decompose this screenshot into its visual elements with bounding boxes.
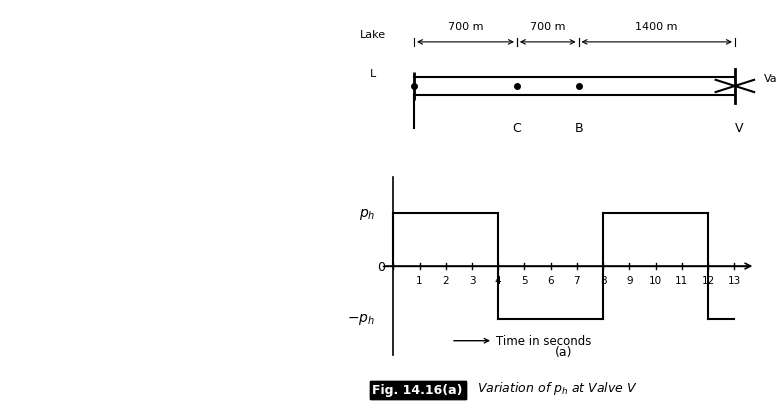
Text: C: C (512, 121, 521, 134)
Text: B: B (574, 121, 583, 134)
Text: Lake: Lake (360, 30, 386, 40)
Text: 700 m: 700 m (530, 22, 566, 32)
Text: 8: 8 (600, 276, 607, 286)
Text: Variation of $p_h$ at Valve $V$: Variation of $p_h$ at Valve $V$ (477, 380, 638, 396)
Text: Fig. 14.16(a): Fig. 14.16(a) (372, 384, 463, 396)
Text: 7: 7 (573, 276, 580, 286)
Text: V: V (735, 121, 743, 134)
Text: 3: 3 (469, 276, 476, 286)
Text: 4: 4 (495, 276, 501, 286)
Text: Fig. 14.16(a): Fig. 14.16(a) (372, 384, 463, 396)
Text: 700 m: 700 m (448, 22, 483, 32)
Text: L: L (370, 69, 376, 79)
Text: 12: 12 (702, 276, 715, 286)
Text: Valve: Valve (764, 74, 776, 84)
Text: Time in seconds: Time in seconds (496, 335, 591, 347)
Text: 0: 0 (377, 260, 386, 273)
Text: 9: 9 (626, 276, 632, 286)
Text: 1400 m: 1400 m (636, 22, 678, 32)
Text: 5: 5 (521, 276, 528, 286)
Text: $-p_h$: $-p_h$ (347, 311, 375, 326)
Text: 6: 6 (547, 276, 554, 286)
Text: 2: 2 (442, 276, 449, 286)
Text: 1: 1 (416, 276, 423, 286)
Text: 11: 11 (675, 276, 688, 286)
Text: $p_h$: $p_h$ (359, 206, 375, 221)
Text: 13: 13 (728, 276, 741, 286)
Text: (a): (a) (555, 345, 573, 358)
Text: 10: 10 (649, 276, 662, 286)
